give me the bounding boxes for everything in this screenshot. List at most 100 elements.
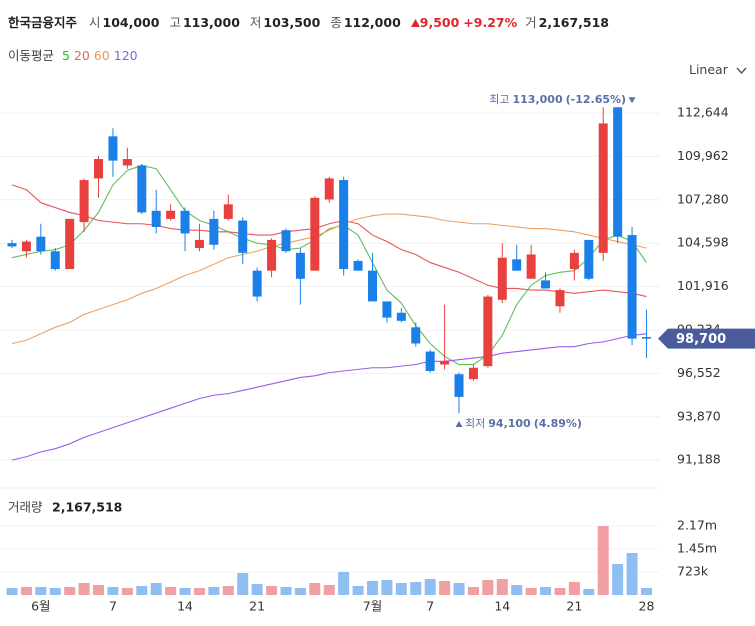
candle-body: [627, 235, 637, 339]
candle-body: [425, 351, 435, 371]
candle-body: [151, 210, 161, 227]
candle-body: [569, 252, 579, 270]
volume-bar: [640, 588, 652, 595]
volume-bar: [511, 585, 523, 595]
high-marker-change: (-12.65%): [566, 93, 626, 106]
volume-tick-label: 1.45m: [677, 540, 717, 555]
volume-bar: [467, 587, 479, 595]
y-tick-label: 112,644: [677, 104, 729, 119]
volume-bar: [496, 578, 508, 595]
up-triangle: [410, 19, 420, 27]
high-marker-label: 최고: [489, 93, 509, 106]
change: 9,500: [419, 15, 460, 30]
scale-mode: Linear: [689, 62, 728, 77]
volume-bar: [568, 581, 580, 595]
quote-label: 거: [525, 15, 537, 30]
candle-body: [512, 259, 522, 271]
candle-body: [50, 251, 60, 270]
volume-bar: [424, 578, 436, 595]
change-pct: +9.27%: [463, 15, 518, 30]
candle-body: [310, 197, 320, 271]
y-tick-label: 96,552: [677, 365, 721, 380]
candle-body: [339, 180, 349, 270]
volume-bar: [410, 581, 422, 595]
x-tick-label: 7: [426, 599, 434, 614]
quote-header: 한국금융지주 시 104,000 고 113,000 저 103,500 종 112,0…: [8, 12, 615, 31]
candle-body: [79, 180, 89, 223]
volume-bar: [482, 579, 494, 595]
volume-bar: [266, 585, 278, 595]
quote-value: 113,000: [182, 15, 240, 30]
volume-bar: [525, 588, 537, 595]
volume-bar: [338, 571, 350, 595]
candle-body: [252, 270, 262, 297]
quote-label: 고: [169, 15, 181, 30]
quote-label: 종: [330, 15, 342, 30]
candle-body: [353, 260, 363, 271]
candle-body: [137, 165, 147, 213]
x-tick-label: 21: [566, 599, 582, 614]
volume-bar: [6, 588, 18, 595]
volume-bar: [208, 587, 220, 595]
volume-total: 2,167,518: [52, 500, 122, 515]
candle-body: [223, 204, 233, 219]
candle-body: [94, 159, 104, 179]
low-marker-value-label: 94,100: [488, 417, 531, 430]
candle-body: [584, 239, 594, 279]
stock-name: 한국금융지주: [8, 15, 78, 30]
ma-line: [11, 333, 647, 461]
volume-bar: [251, 583, 263, 595]
ma-label: 이동평균: [8, 48, 55, 63]
price-tag: [658, 328, 755, 349]
chevron: [736, 67, 747, 75]
volume-bar: [294, 588, 306, 595]
price-tag-label: 98,700: [676, 332, 726, 347]
high-marker-value-label: 113,000: [513, 93, 563, 106]
volume-bar: [93, 585, 105, 595]
volume-bar: [597, 526, 609, 595]
candle-body: [180, 210, 190, 234]
candle-body: [497, 257, 507, 300]
volume-bar: [323, 585, 335, 595]
x-tick-label: 28: [639, 599, 655, 614]
low-marker-icon: [455, 421, 463, 428]
candle-body: [194, 239, 204, 249]
candle-body: [166, 210, 176, 219]
candle-body: [36, 236, 46, 252]
candle-body: [295, 252, 305, 279]
ma-line: [11, 184, 647, 298]
quote-label: 시: [89, 15, 101, 30]
candle-body: [65, 218, 75, 270]
quote-value: 112,000: [343, 15, 401, 30]
candle-body: [368, 270, 377, 302]
candle-body: [21, 241, 31, 252]
candle-body: [613, 107, 623, 237]
candle-body: [238, 220, 248, 253]
candle-body: [396, 312, 406, 321]
candle-body: [7, 243, 17, 247]
y-tick-label: 93,870: [677, 408, 721, 423]
volume-bar: [612, 563, 624, 595]
candle-body: [541, 280, 551, 289]
volume-bar: [626, 553, 638, 595]
candle-body: [526, 254, 536, 279]
ma-legend-entry: 120: [113, 48, 138, 63]
y-tick-label: 107,280: [677, 191, 729, 206]
volume-bar: [179, 588, 191, 595]
volume-bar: [136, 585, 148, 595]
ma-legend: 이동평균 5 20 60 120: [8, 45, 142, 64]
x-tick-label: 14: [494, 599, 510, 614]
volume-label: 거래량: [8, 500, 43, 515]
low-marker-label: 최저: [465, 417, 485, 430]
volume-bar: [64, 587, 76, 595]
candle-body: [598, 123, 608, 253]
volume-bar: [395, 583, 407, 595]
quote-value: 2,167,518: [538, 15, 610, 30]
candle-body: [382, 301, 392, 318]
volume-bar: [107, 587, 119, 595]
volume-tick-label: 2.17m: [677, 517, 717, 532]
ma-line: [11, 213, 647, 345]
scale-dropdown[interactable]: Linear: [689, 62, 747, 77]
high-marker-icon: [628, 97, 636, 104]
